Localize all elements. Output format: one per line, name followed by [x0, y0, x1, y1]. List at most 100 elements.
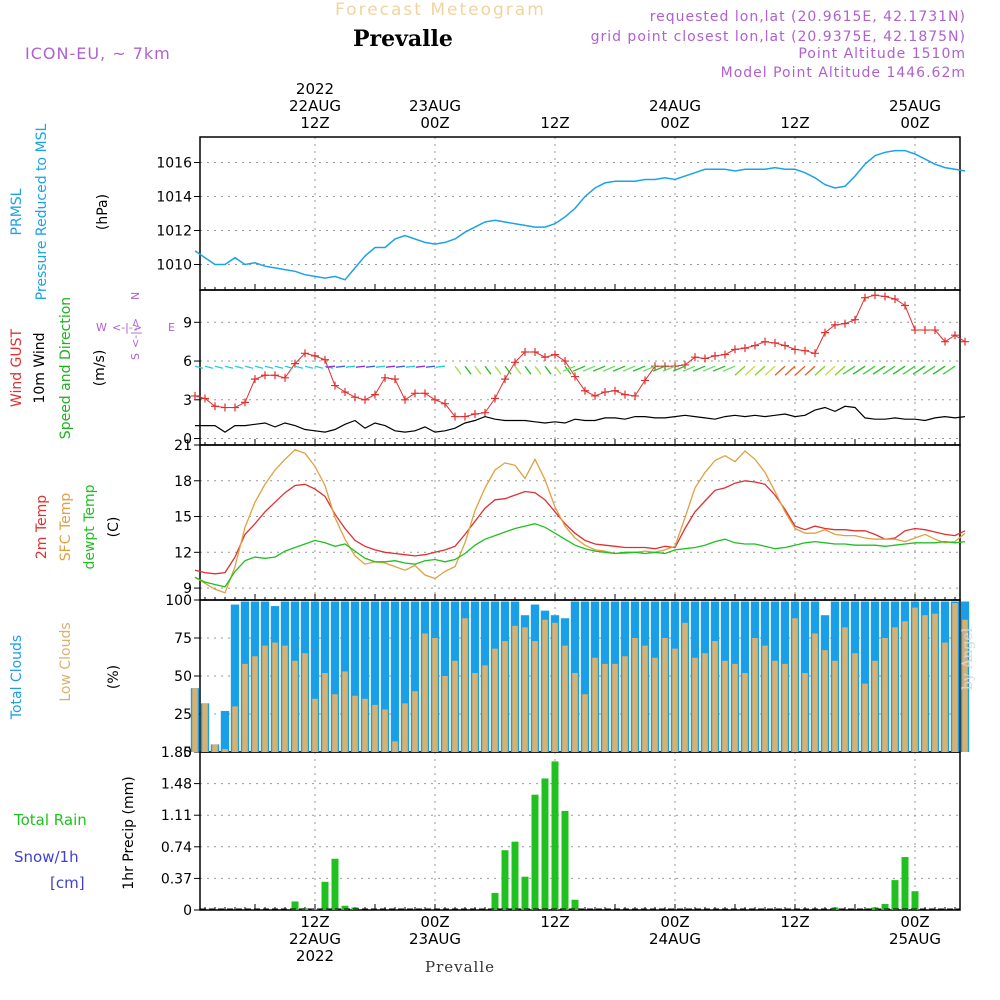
low-cloud-bar [822, 650, 828, 752]
low-cloud-bar [492, 648, 498, 752]
low-cloud-bar [292, 660, 298, 752]
compass-arrow-h: <-|-> [112, 321, 142, 334]
wind-arrow [754, 365, 766, 376]
gust-marker [811, 349, 819, 358]
gust-marker [431, 395, 439, 404]
gust-marker [631, 391, 639, 400]
gust-marker [611, 386, 619, 395]
gust-marker [941, 337, 949, 346]
wind-arrow [662, 365, 676, 372]
low-clouds-label: Low Clouds [58, 622, 74, 701]
temp-sfc-label: SFC Temp [58, 493, 74, 562]
wind-arrow [892, 365, 906, 375]
wind-arrow [494, 365, 502, 375]
wind-arrow [464, 365, 472, 375]
gust-marker [371, 390, 379, 399]
low-cloud-bar [422, 633, 428, 752]
low-cloud-bar [392, 741, 398, 752]
gust-marker [851, 315, 859, 324]
wind-arrow [484, 365, 492, 375]
wind-arrow [214, 365, 224, 369]
y-tick-label: 0 [183, 432, 192, 448]
wind-arrow [632, 365, 646, 372]
wind-arrow [304, 365, 314, 369]
y-tick-label: 15 [174, 510, 192, 526]
gust-marker [351, 393, 359, 402]
gust-marker [751, 341, 759, 350]
gust-marker [541, 353, 549, 362]
grid-point-coordinates: grid point closest lon,lat (20.9375E, 42… [590, 29, 966, 45]
total-cloud-bar [350, 601, 360, 752]
gust-marker [891, 295, 899, 304]
compass-n: N [129, 292, 142, 300]
precip-unit: 1hr Precip (mm) [121, 776, 137, 889]
gust-marker [401, 395, 409, 404]
low-cloud-bar [462, 618, 468, 752]
temp-sfc-line [194, 449, 966, 594]
low-cloud-bar [242, 663, 248, 752]
precip-bar [291, 901, 299, 910]
low-cloud-bar [962, 619, 968, 752]
low-cloud-bar [792, 618, 798, 752]
low-cloud-bar [322, 672, 328, 752]
precip-bar [551, 761, 559, 910]
precip-bar [561, 810, 569, 910]
wind-arrow [582, 365, 596, 372]
gust-marker [571, 372, 579, 381]
low-cloud-bar [912, 607, 918, 752]
wind-arrow [375, 365, 386, 368]
wind-arrow [942, 365, 956, 375]
wind-arrow [544, 365, 552, 375]
wind-arrow [524, 365, 532, 375]
low-cloud-bar [882, 638, 888, 752]
compass-arrow-v: <-|-> [129, 318, 142, 348]
total-cloud-bar [580, 601, 590, 752]
time-label: 23AUG [409, 930, 461, 948]
time-label: 25AUG [889, 97, 941, 115]
y-tick-label: 9 [183, 581, 192, 597]
wind-gust-markers [191, 291, 969, 421]
wind10-line [195, 405, 966, 433]
low-clouds-bars [192, 603, 968, 752]
low-cloud-bar [342, 671, 348, 752]
gust-marker [331, 381, 339, 390]
gust-marker [311, 351, 319, 360]
gust-marker [201, 394, 209, 403]
wind-arrow [722, 365, 736, 372]
low-cloud-bar [192, 688, 198, 752]
wind-arrow [882, 365, 896, 375]
y-tick-label: 100 [165, 593, 192, 609]
low-cloud-bar [932, 613, 938, 752]
wind-arrow [572, 365, 586, 372]
gust-marker [211, 402, 219, 411]
wind-arrow [702, 365, 716, 372]
y-tick-label: 0.74 [161, 840, 192, 856]
gust-marker [961, 337, 969, 346]
gust-marker [451, 412, 459, 421]
low-cloud-bar [712, 641, 718, 752]
y-tick-label: 6 [183, 354, 192, 370]
y-tick-label: 12 [174, 545, 192, 561]
total-cloud-bar [400, 601, 410, 752]
temp-2m-label: 2m Temp [34, 495, 50, 559]
low-cloud-bar [402, 703, 408, 752]
low-cloud-bar [482, 665, 488, 752]
wind-arrow [784, 365, 796, 376]
pressure-unit: (hPa) [95, 194, 111, 230]
wind-arrow [602, 365, 616, 372]
wind-arrow [902, 365, 916, 375]
time-label: 12Z [780, 913, 809, 931]
temp-t2m-line [194, 480, 966, 575]
pressure-sublabel: Pressure Reduced to MSL [34, 123, 50, 300]
gust-marker [361, 395, 369, 404]
wind-arrow [794, 365, 806, 376]
precip-bar [321, 881, 329, 910]
total-cloud-bar [330, 601, 340, 752]
wind-arrow [454, 365, 462, 375]
wind-arrow [692, 365, 706, 372]
gust-marker [701, 354, 709, 363]
compass-w: W [96, 321, 107, 334]
low-cloud-bar [332, 694, 338, 752]
